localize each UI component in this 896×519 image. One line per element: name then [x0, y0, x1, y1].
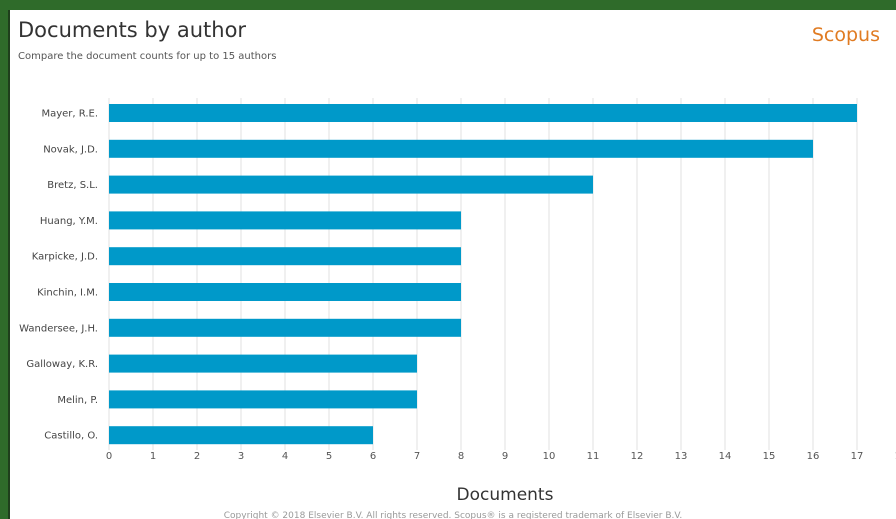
- x-tick-label: 0: [106, 451, 112, 462]
- chart-subtitle: Compare the document counts for up to 15…: [18, 51, 277, 62]
- category-label: Melin, P.: [57, 395, 98, 406]
- bar-chart: Mayer, R.E. Novak, J.D. Bretz, S.L. Huang, …: [19, 98, 896, 505]
- category-label: Novak, J.D.: [43, 144, 98, 155]
- bar: [109, 390, 417, 409]
- bar: [109, 318, 461, 337]
- bar: [109, 283, 461, 301]
- bar: [109, 175, 593, 194]
- category-label: Mayer, R.E.: [41, 109, 98, 120]
- category-label: Castillo, O.: [44, 431, 98, 442]
- x-axis-title: Documents: [457, 485, 554, 505]
- category-label: Galloway, K.R.: [26, 359, 98, 370]
- x-tick-label: 16: [807, 451, 820, 462]
- category-label: Bretz, S.L.: [47, 180, 98, 191]
- x-tick-label: 8: [458, 451, 464, 462]
- x-tick-label: 3: [238, 451, 244, 462]
- category-label: Karpicke, J.D.: [32, 252, 98, 263]
- x-tick-label: 9: [502, 451, 508, 462]
- x-tick-label: 7: [414, 451, 420, 462]
- x-tick-label: 2: [194, 451, 200, 462]
- x-tick-label: 4: [282, 451, 288, 462]
- x-tick-label: 6: [370, 451, 376, 462]
- bar: [109, 247, 461, 266]
- bar: [109, 211, 461, 230]
- x-tick-label: 13: [675, 451, 688, 462]
- bar: [109, 426, 373, 445]
- copyright-notice: Copyright © 2018 Elsevier B.V. All right…: [223, 511, 683, 519]
- scopus-logo[interactable]: Scopus: [811, 24, 880, 46]
- category-label: Huang, Y.M.: [40, 216, 98, 227]
- bar: [109, 139, 813, 158]
- x-tick-label: 10: [543, 451, 556, 462]
- bar: [109, 104, 857, 122]
- chart-panel: Documents by author Compare the document…: [8, 10, 896, 519]
- chart-title: Documents by author: [18, 18, 247, 42]
- x-tick-label: 14: [719, 451, 732, 462]
- x-tick-label: 17: [851, 451, 864, 462]
- x-tick-label: 5: [326, 451, 332, 462]
- bar: [109, 354, 417, 373]
- category-label: Kinchin, I.M.: [37, 288, 98, 299]
- x-tick-label: 11: [587, 451, 600, 462]
- x-tick-label: 18: [895, 451, 896, 462]
- x-tick-label: 12: [631, 451, 644, 462]
- x-tick-label: 1: [150, 451, 156, 462]
- category-label: Wandersee, J.H.: [19, 323, 98, 334]
- x-tick-label: 15: [763, 451, 776, 462]
